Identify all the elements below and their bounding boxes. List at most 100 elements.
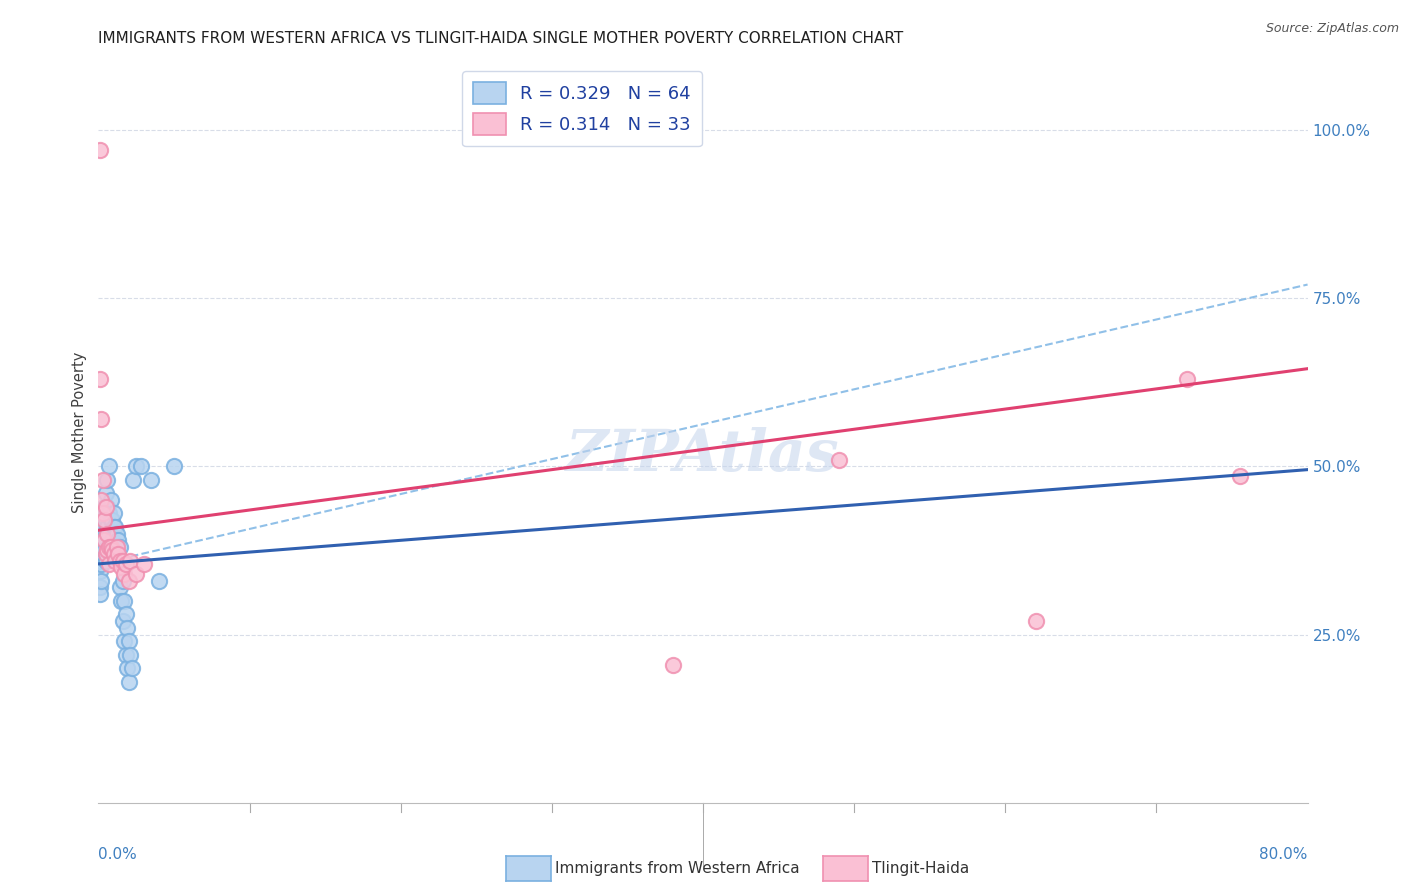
Point [94,547,117,561]
Point [98,459,121,474]
Text: Source: ZipAtlas.com: Source: ZipAtlas.com [1265,22,1399,36]
Point [89,581,111,595]
Point [1175,372,1198,386]
Point [112,566,135,581]
Point [91,473,114,487]
Point [100,513,122,527]
Point [89,547,111,561]
Point [94,553,117,567]
Point [104,540,127,554]
Point [89,564,111,578]
Point [121,661,143,675]
Point [114,557,136,571]
Point [103,520,125,534]
Point [101,513,124,527]
Point [1229,469,1251,483]
Point [122,473,145,487]
Point [120,648,142,662]
Legend: R = 0.329   N = 64, R = 0.314   N = 33: R = 0.329 N = 64, R = 0.314 N = 33 [463,71,702,146]
Point [90,526,112,541]
Point [112,594,135,608]
Point [89,557,111,571]
Point [103,507,125,521]
Point [91,533,114,548]
Point [100,540,122,554]
Point [111,553,134,567]
Point [118,574,141,588]
Point [89,587,111,601]
Point [163,459,186,474]
Point [148,574,170,588]
Point [125,566,148,581]
Point [94,500,117,514]
Text: Immigrants from Western Africa: Immigrants from Western Africa [555,862,800,876]
Point [90,553,112,567]
Y-axis label: Single Mother Poverty: Single Mother Poverty [72,352,87,513]
Text: IMMIGRANTS FROM WESTERN AFRICA VS TLINGIT-HAIDA SINGLE MOTHER POVERTY CORRELATIO: IMMIGRANTS FROM WESTERN AFRICA VS TLINGI… [98,31,904,46]
Point [118,634,141,648]
Point [115,661,138,675]
Point [103,547,125,561]
Point [105,526,128,541]
Point [91,540,114,554]
Point [93,533,115,548]
Point [94,486,117,500]
Point [104,553,127,567]
Point [91,547,114,561]
Point [96,543,118,558]
Point [111,614,134,628]
Point [114,648,136,662]
Point [129,459,152,474]
Point [93,513,115,527]
Point [90,540,112,554]
Point [98,507,121,521]
Point [90,412,112,426]
Point [101,543,124,558]
Text: ZIPAtlas: ZIPAtlas [567,426,839,483]
Text: Tlingit-Haida: Tlingit-Haida [872,862,969,876]
Point [112,634,135,648]
Point [93,533,115,548]
Point [115,621,138,635]
Point [105,540,128,554]
Point [90,557,112,571]
Point [91,513,114,527]
Point [90,574,112,588]
Point [105,547,128,561]
Point [96,526,118,541]
Point [1024,614,1046,628]
Point [111,574,134,588]
Point [107,547,129,561]
Point [94,513,117,527]
Point [118,674,141,689]
Point [89,143,111,157]
Point [96,500,118,514]
Point [98,526,121,541]
Point [110,560,132,574]
Point [114,607,136,622]
Point [89,553,111,567]
Point [100,492,122,507]
Point [107,533,129,548]
Point [98,540,121,554]
Point [661,657,683,672]
Point [90,492,112,507]
Point [94,507,117,521]
Point [141,473,163,487]
Point [107,553,129,567]
Point [98,557,121,571]
Text: 0.0%: 0.0% [98,847,138,863]
Point [108,553,131,567]
Point [104,520,127,534]
Point [93,500,115,514]
Point [110,553,132,567]
Point [132,557,155,571]
Point [96,473,118,487]
Point [120,553,142,567]
Point [828,452,851,467]
Point [108,540,131,554]
Point [96,520,118,534]
Point [125,459,148,474]
Point [93,520,115,534]
Point [108,581,131,595]
